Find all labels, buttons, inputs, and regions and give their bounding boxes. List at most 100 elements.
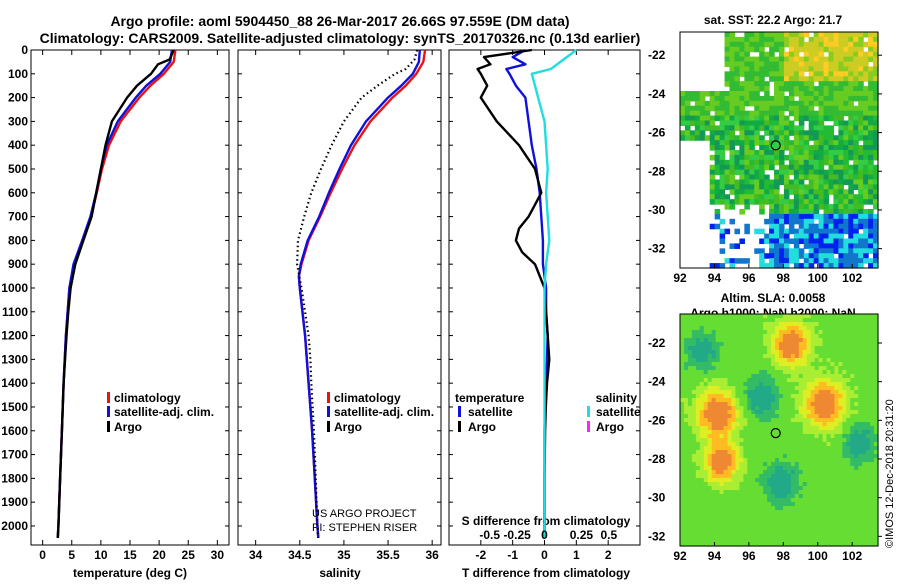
map-cell xyxy=(874,526,879,531)
map-cell xyxy=(759,159,765,166)
map-cell xyxy=(695,338,701,343)
map-cell xyxy=(854,434,859,439)
map-cell xyxy=(858,410,863,415)
map-cell xyxy=(818,342,824,347)
map-cell xyxy=(818,91,825,97)
map-cell xyxy=(862,366,867,371)
map-cell xyxy=(729,145,736,151)
map-cell xyxy=(866,394,871,399)
map-cell xyxy=(862,510,867,515)
map-cell xyxy=(703,366,709,371)
map-cell xyxy=(680,402,685,407)
map-cell xyxy=(833,36,839,43)
map-cell xyxy=(870,322,875,327)
map-cell xyxy=(735,330,740,335)
map-cell xyxy=(858,56,864,63)
map-cell xyxy=(818,174,825,181)
map-cell xyxy=(714,209,721,215)
map-cell xyxy=(743,506,748,511)
map-cell xyxy=(790,318,796,323)
map-cell xyxy=(739,145,745,151)
map-cell xyxy=(735,414,740,419)
y-tick-label: 1300 xyxy=(1,352,28,366)
map-cell xyxy=(771,506,776,511)
map-cell xyxy=(771,494,776,499)
map-cell xyxy=(783,76,790,82)
map-cell xyxy=(779,314,784,319)
map-cell xyxy=(846,434,851,439)
map-cell xyxy=(754,66,760,72)
map-cell xyxy=(850,534,855,539)
map-cell xyxy=(759,105,765,112)
map-cell xyxy=(694,130,701,136)
map-cell xyxy=(695,386,701,391)
map-cell xyxy=(764,125,770,131)
map-cell xyxy=(838,502,843,507)
map-cell xyxy=(729,125,736,131)
map-cell xyxy=(703,326,709,331)
legend-temperature-heading: temperature xyxy=(455,391,525,405)
map-cell xyxy=(739,418,744,423)
map-cell xyxy=(703,482,709,487)
map-cell xyxy=(769,184,775,190)
map-cell xyxy=(691,334,697,339)
map-cell xyxy=(854,426,859,431)
map-cell xyxy=(751,414,756,419)
map-cell xyxy=(858,86,864,92)
map-cell xyxy=(802,318,808,323)
map-cell xyxy=(747,466,752,471)
map-cell xyxy=(806,378,812,383)
map-cell xyxy=(854,466,859,471)
map-cell xyxy=(866,418,871,423)
map-cell xyxy=(695,350,701,355)
map-cell xyxy=(828,248,835,254)
map-cell xyxy=(842,426,847,431)
map-cell xyxy=(687,342,693,347)
map-cell xyxy=(862,350,867,355)
map-cell xyxy=(866,426,871,431)
map-cell xyxy=(850,526,855,531)
map-cell xyxy=(858,434,863,439)
map-cell xyxy=(830,354,836,359)
map-cell xyxy=(810,482,816,487)
map-cell xyxy=(782,458,788,463)
map-cell xyxy=(850,354,855,359)
map-cell xyxy=(739,318,744,323)
map-cell xyxy=(858,263,864,269)
map-cell xyxy=(719,105,726,112)
map-cell xyxy=(767,530,772,535)
map-cell xyxy=(747,394,752,399)
map-cell xyxy=(798,135,805,141)
map-cell xyxy=(749,125,755,131)
map-cell xyxy=(735,314,740,319)
map-cell xyxy=(729,169,736,176)
map-cell xyxy=(715,362,721,367)
map-cell xyxy=(828,263,835,269)
map-cell xyxy=(714,91,721,97)
map-cell xyxy=(782,506,788,511)
map-cell xyxy=(798,199,805,205)
map-cell xyxy=(823,253,830,259)
map-cell xyxy=(818,322,824,327)
map-cell xyxy=(842,414,847,419)
map-cell xyxy=(735,442,740,447)
map-cell xyxy=(818,71,825,77)
map-cell xyxy=(850,342,855,347)
map-cell xyxy=(866,430,871,435)
map-cell xyxy=(719,418,725,423)
map-cell xyxy=(846,366,851,371)
map-cell xyxy=(743,326,748,331)
map-cell xyxy=(806,374,812,379)
map-cell xyxy=(683,378,689,383)
map-cell xyxy=(802,494,808,499)
map-cell xyxy=(759,145,765,151)
map-cell xyxy=(703,390,709,395)
map-cell xyxy=(759,442,764,447)
map-cell xyxy=(782,426,788,431)
map-cell xyxy=(802,522,808,527)
map-cell xyxy=(846,510,851,515)
map-cell xyxy=(769,204,775,210)
map-cell xyxy=(834,378,839,383)
map-cell xyxy=(858,358,863,363)
map-cell xyxy=(707,358,713,363)
